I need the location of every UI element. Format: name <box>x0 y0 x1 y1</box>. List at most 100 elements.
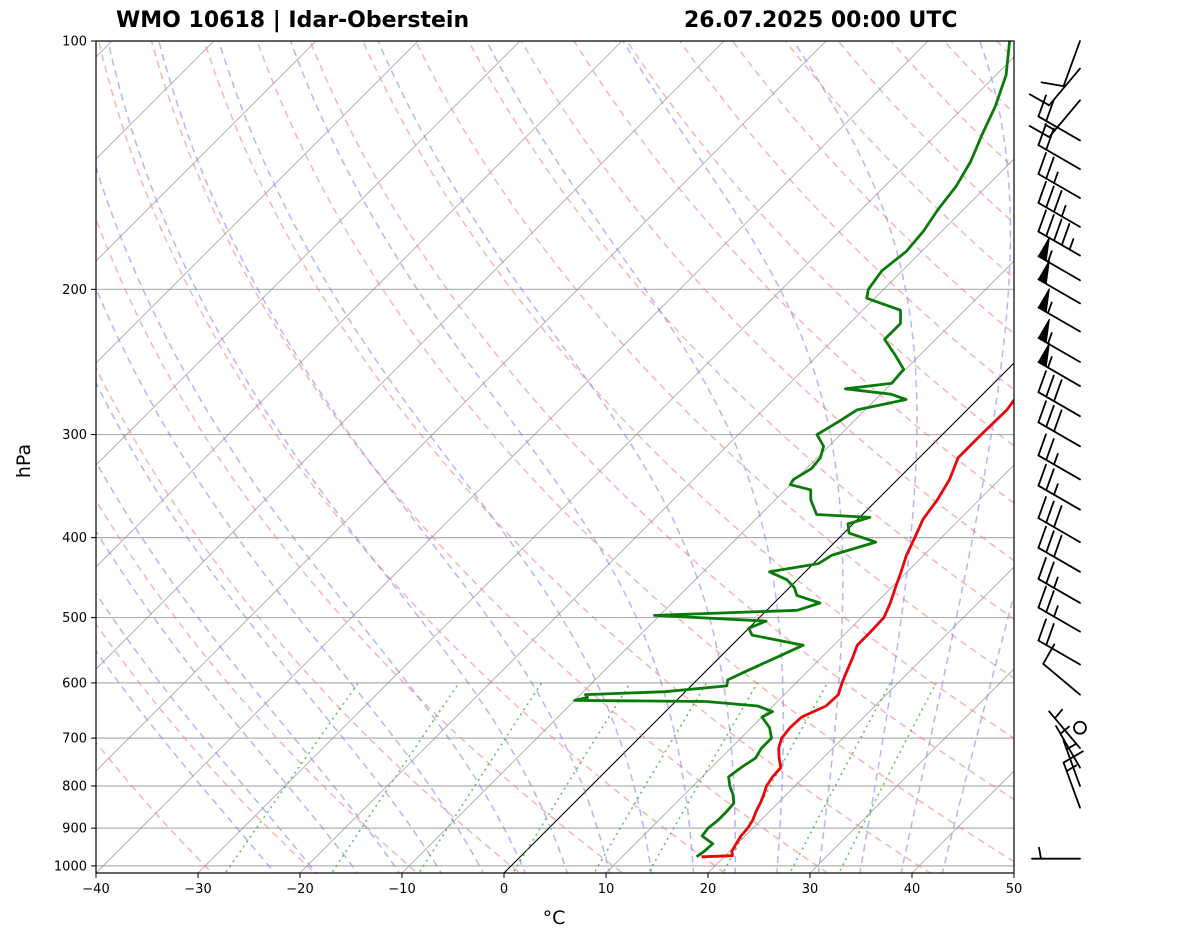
moist-adiabat-line <box>485 41 785 873</box>
y-tick-label: 100 <box>62 35 87 50</box>
barb-shaft <box>1037 173 1081 199</box>
barb-shaft <box>1037 606 1081 633</box>
isotherm-line <box>96 41 419 364</box>
wind-barb <box>1040 40 1081 88</box>
mixing-ratio-line <box>838 682 937 873</box>
barb-flag <box>1045 437 1055 461</box>
barb-flag <box>1037 463 1047 487</box>
barb-flag <box>1028 93 1051 107</box>
chart-title-datetime: 26.07.2025 00:00 UTC <box>684 8 958 33</box>
moist-adiabat-line <box>941 592 1014 873</box>
barb-flag <box>1037 618 1047 642</box>
barb-shaft <box>1037 421 1081 448</box>
moist-adiabat-line <box>96 286 485 873</box>
dry-adiabat-line <box>414 41 1014 680</box>
x-tick-label: 30 <box>802 882 819 897</box>
barb-flag <box>1037 557 1047 580</box>
moist-adiabat-line <box>622 41 844 873</box>
barb-pennant <box>1037 236 1050 262</box>
barb-half-flag <box>1044 123 1056 132</box>
barb-shaft <box>1062 739 1081 787</box>
wind-barb <box>1037 342 1081 387</box>
barb-flag <box>1053 189 1063 213</box>
barb-flag <box>1045 530 1055 554</box>
barb-shaft <box>1037 115 1081 142</box>
barb-shaft <box>1055 725 1081 769</box>
barb-flag <box>1053 505 1063 528</box>
barb-flag <box>1060 223 1071 246</box>
wind-barb <box>1037 585 1081 633</box>
y-tick-label: 600 <box>62 676 87 691</box>
barb-flag <box>1037 209 1047 233</box>
background-lines <box>96 23 1181 887</box>
wind-barb <box>1042 643 1081 696</box>
barb-shaft <box>1037 144 1081 171</box>
barb-shaft <box>1048 67 1081 107</box>
mixing-ratio-line <box>722 682 829 873</box>
moist-adiabat-line <box>289 41 695 873</box>
barb-flag <box>1037 525 1047 549</box>
wind-barb <box>1028 99 1081 138</box>
dry-adiabat-line <box>203 41 932 873</box>
axes <box>95 40 1015 874</box>
barb-flag <box>1045 156 1055 180</box>
barb-half-flag <box>1047 250 1053 263</box>
barb-pennant <box>1037 318 1050 344</box>
barb-flag <box>1045 185 1055 209</box>
wind-barb <box>1062 750 1084 809</box>
barb-shaft <box>1037 230 1081 257</box>
dry-adiabat-line <box>96 622 316 873</box>
wind-barb <box>1037 236 1081 282</box>
barb-flag <box>1045 500 1055 524</box>
isotherm-line <box>299 158 1014 873</box>
dry-adiabat-line <box>309 41 1014 801</box>
plot-frame <box>95 40 1015 874</box>
isotherm-line <box>1102 23 1181 887</box>
temperature-profile <box>701 397 1014 859</box>
barb-flag <box>1037 180 1047 204</box>
barb-shaft <box>1037 578 1081 604</box>
y-tick-label: 900 <box>62 822 87 837</box>
isotherm-line <box>605 464 1014 873</box>
isotherm-line <box>197 56 1014 873</box>
barb-flag <box>1037 152 1047 175</box>
barb-flag <box>1037 94 1047 118</box>
barb-half-flag <box>1053 483 1059 496</box>
dry-adiabat-line <box>1136 23 1181 887</box>
barb-flag <box>1028 125 1051 138</box>
calm-circle <box>1073 720 1087 735</box>
moist-adiabat-line <box>107 41 569 873</box>
x-tick-label: −20 <box>286 882 313 897</box>
y-tick-label: 1000 <box>54 859 87 874</box>
mixing-ratio-line <box>789 682 892 873</box>
barb-half-flag <box>1038 846 1042 860</box>
isotherm-line <box>96 41 929 873</box>
barb-flag <box>1037 433 1047 457</box>
y-tick-label: 700 <box>62 732 87 747</box>
barb-flag <box>1045 590 1055 614</box>
dry-adiabat-line <box>96 366 521 873</box>
barb-flag <box>1053 379 1063 403</box>
y-tick-label: 200 <box>62 283 87 298</box>
dry-adiabat-line <box>361 41 1014 740</box>
barb-flag <box>1045 374 1055 398</box>
barb-flag <box>1045 214 1055 237</box>
barb-half-flag <box>1053 171 1059 184</box>
mixing-ratio-line <box>512 682 631 873</box>
x-tick-label: 20 <box>700 882 717 897</box>
barb-flag <box>1037 585 1047 609</box>
barb-flag <box>1053 218 1063 242</box>
moist-adiabat-line <box>158 41 611 873</box>
barb-shaft <box>1062 40 1081 88</box>
wind-barb <box>1031 846 1081 860</box>
y-tick-label: 800 <box>62 779 87 794</box>
dewpoint-profile <box>573 41 1011 858</box>
barb-half-flag <box>1068 238 1075 251</box>
barb-shaft <box>1048 710 1081 750</box>
x-tick-label: 10 <box>598 882 615 897</box>
wind-barb <box>1037 318 1081 363</box>
barb-shaft <box>1062 761 1081 809</box>
wind-barb <box>1037 288 1081 333</box>
profile-lines <box>573 41 1014 859</box>
isotherm-line <box>96 41 623 568</box>
